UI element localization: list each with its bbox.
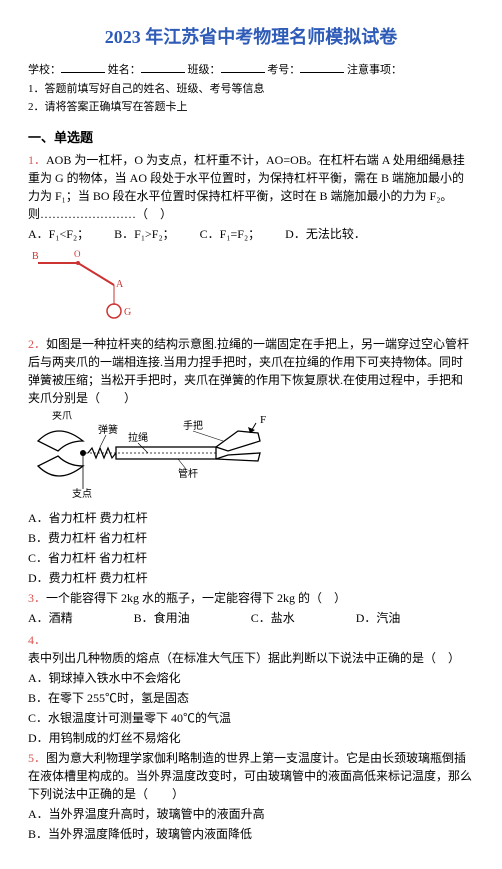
- q3-C: C．盐水: [251, 609, 295, 627]
- q2-label-tube: 管杆: [178, 467, 198, 480]
- q2-label-jaw: 夹爪: [52, 411, 72, 422]
- q2-A: A．省力杠杆 费力杠杆: [28, 509, 474, 527]
- q3: 3．一个能容得下 2kg 水的瓶子，一定能容得下 2kg 的（ ）: [28, 589, 474, 607]
- name-blank: [141, 61, 185, 73]
- q5-num: 5．: [28, 751, 46, 765]
- q4-C: C．水银温度计可测量零下 40℃的气温: [28, 709, 474, 727]
- q5-A: A．当外界温度升高时，玻璃管中的液面升高: [28, 805, 474, 823]
- q2-label-pivot: 支点: [72, 488, 92, 500]
- q5: 5．图为意大利物理学家伽利略制造的世界上第一支温度计。它是由长颈玻璃瓶倒插在液体…: [28, 749, 474, 803]
- q1-D: D．无法比较．: [285, 225, 366, 243]
- section-1-heading: 一、单选题: [28, 128, 474, 148]
- q4-A: A．铜球掉入铁水中不会熔化: [28, 669, 474, 687]
- q5-text: 图为意大利物理学家伽利略制造的世界上第一支温度计。它是由长颈玻璃瓶倒插在液体槽里…: [28, 751, 472, 801]
- q1-text: AOB 为一杠杆，O 为支点，杠杆重不计，AO=OB。在杠杆右端 A 处用细绳悬…: [28, 153, 465, 221]
- class-label: 班级：: [188, 64, 221, 76]
- class-blank: [221, 61, 265, 73]
- q1-B: B．F₁>F₂；: [114, 225, 175, 243]
- q2-label-cord: 拉绳: [128, 431, 148, 444]
- q2-label-handle: 手把: [183, 419, 203, 432]
- notice-2: 2．请将答案正确填写在答题卡上: [28, 99, 474, 116]
- q1-C: C．F₁=F₂；: [200, 225, 261, 243]
- q4-B: B．在零下 255℃时，氢是固态: [28, 689, 474, 707]
- q2-num: 2．: [28, 337, 46, 351]
- q2-figure: 夹爪 弹簧 拉绳 手把 管杆 支点 F: [28, 411, 474, 501]
- examno-label: 考号：: [267, 64, 300, 76]
- q3-options: A．酒精 B．食用油 C．盐水 D．汽油: [28, 609, 474, 627]
- name-label: 姓名：: [108, 64, 141, 76]
- q1-options: A．F₁<F₂； B．F₁>F₂； C．F₁=F₂； D．无法比较．: [28, 225, 474, 243]
- q4: 4． 表中列出几种物质的熔点（在标准大气压下）据此判断以下说法中正确的是（ ）: [28, 631, 474, 667]
- q1-num: 1．: [28, 153, 46, 167]
- q3-A: A．酒精: [28, 609, 73, 627]
- q3-num: 3．: [28, 591, 46, 605]
- q1: 1．AOB 为一杠杆，O 为支点，杠杆重不计，AO=OB。在杠杆右端 A 处用细…: [28, 151, 474, 223]
- q2-text: 如图是一种拉杆夹的结构示意图.拉绳的一端固定在手把上，另一端穿过空心管杆后与两夹…: [28, 337, 469, 405]
- q1-A: A．F₁<F₂；: [28, 225, 89, 243]
- q4-text: 表中列出几种物质的熔点（在标准大气压下）据此判断以下说法中正确的是（ ）: [28, 651, 460, 665]
- svg-text:A: A: [116, 279, 124, 290]
- q3-B: B．食用油: [134, 609, 190, 627]
- q1-figure: B O A G: [28, 247, 474, 327]
- q4-num: 4．: [28, 633, 46, 647]
- examno-blank: [300, 61, 344, 73]
- svg-text:O: O: [74, 249, 81, 259]
- q3-D: D．汽油: [356, 609, 401, 627]
- school-blank: [61, 61, 105, 73]
- notice-1: 1．答题前填写好自己的姓名、班级、考号等信息: [28, 81, 474, 98]
- school-label: 学校：: [28, 64, 61, 76]
- q2-label-spring: 弹簧: [98, 423, 118, 436]
- q4-D: D．用钨制成的灯丝不易熔化: [28, 729, 474, 747]
- svg-text:G: G: [124, 307, 131, 318]
- q2-label-F: F: [260, 414, 266, 426]
- q2-D: D．费力杠杆 费力杠杆: [28, 569, 474, 587]
- header-fields: 学校： 姓名： 班级： 考号： 注意事项：: [28, 61, 474, 79]
- q2-B: B．费力杠杆 省力杠杆: [28, 529, 474, 547]
- exam-title: 2023 年江苏省中考物理名师模拟试卷: [28, 24, 474, 51]
- q2-C: C．省力杠杆 省力杠杆: [28, 549, 474, 567]
- svg-text:B: B: [32, 251, 39, 262]
- q2: 2．如图是一种拉杆夹的结构示意图.拉绳的一端固定在手把上，另一端穿过空心管杆后与…: [28, 335, 474, 407]
- note-label: 注意事项：: [347, 64, 402, 76]
- q3-text: 一个能容得下 2kg 水的瓶子，一定能容得下 2kg 的（ ）: [46, 591, 346, 605]
- q5-B: B．当外界温度降低时，玻璃管内液面降低: [28, 825, 474, 843]
